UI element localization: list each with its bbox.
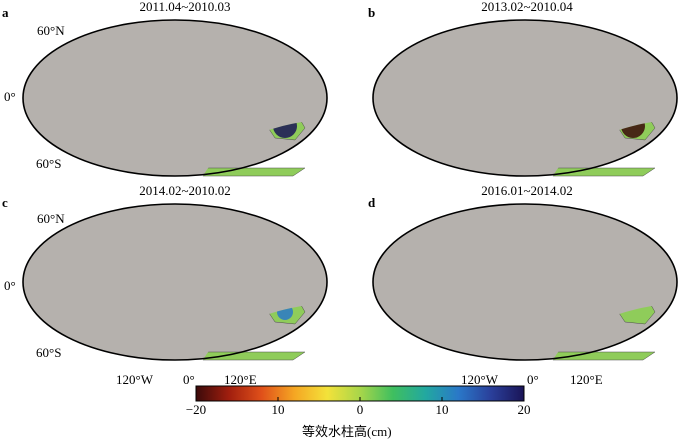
lat-label-0: 0° <box>4 278 16 293</box>
lat-label-60s: 60°S <box>36 345 62 360</box>
ocean <box>373 20 677 176</box>
lat-label-60n: 60°N <box>37 23 65 38</box>
panel-label: b <box>368 5 376 20</box>
panel-title: 2016.01~2014.02 <box>481 183 573 198</box>
lat-label-60n: 60°N <box>37 211 65 226</box>
colorbar-tick: 10 <box>271 402 285 417</box>
map-border <box>22 203 328 361</box>
colorbar-tick: 20 <box>517 402 531 417</box>
lat-label-60s: 60°S <box>36 156 62 171</box>
ocean <box>23 204 327 360</box>
lon-label-120w: 120°W <box>461 372 498 387</box>
map-panel-a: a 2011.04~2010.03 60°N 0° 60°S <box>0 0 350 190</box>
panel-label: c <box>2 195 8 210</box>
map-panel-c: c 2014.02~2010.02 60°N 0° 60°S <box>0 184 350 374</box>
map-panel-d: d 2016.01~2014.02 <box>350 184 700 374</box>
colorbar <box>195 385 525 402</box>
map-border <box>372 19 678 177</box>
antarctica <box>198 167 306 177</box>
colorbar-tick: 0 <box>356 402 364 417</box>
lon-label-120e: 120°E <box>224 372 257 387</box>
lon-label-0: 0° <box>527 372 539 387</box>
panel-title: 2013.02~2010.04 <box>481 0 573 14</box>
world-map <box>372 203 678 361</box>
antarctica <box>198 351 306 361</box>
world-map <box>22 19 328 177</box>
map-panel-b: b 2013.02~2010.04 <box>350 0 700 190</box>
ocean <box>373 204 677 360</box>
map-border <box>372 203 678 361</box>
lon-label-0: 0° <box>183 372 195 387</box>
colorbar-title: 等效水柱高(cm) <box>302 424 392 439</box>
lat-label-0: 0° <box>4 89 16 104</box>
panel-label: d <box>368 195 376 210</box>
colorbar-tick: −20 <box>185 402 207 417</box>
panel-title: 2011.04~2010.03 <box>139 0 231 14</box>
colorbar-tick: 10 <box>435 402 449 417</box>
world-map <box>22 203 328 361</box>
lon-label-120w: 120°W <box>116 372 153 387</box>
ocean <box>23 20 327 176</box>
panel-label: a <box>2 5 9 20</box>
antarctica <box>548 351 656 361</box>
antarctica <box>548 167 656 177</box>
lon-label-120e: 120°E <box>570 372 603 387</box>
world-map <box>372 19 678 177</box>
panel-title: 2014.02~2010.02 <box>139 183 231 198</box>
map-border <box>22 19 328 177</box>
